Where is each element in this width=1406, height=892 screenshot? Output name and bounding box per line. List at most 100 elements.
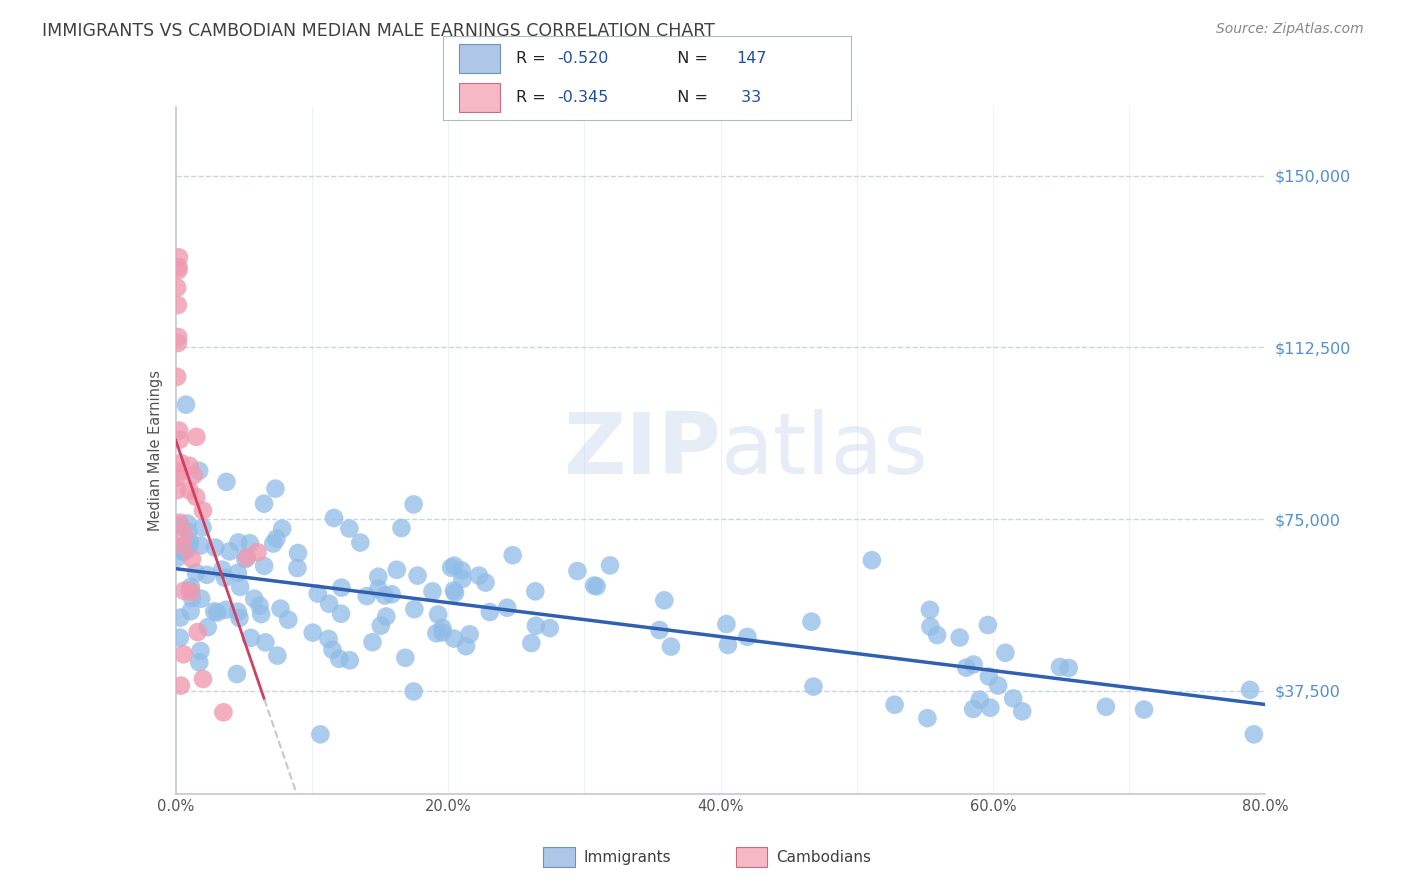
Point bbox=[599, 558, 621, 573]
Point bbox=[266, 532, 288, 546]
Point bbox=[269, 601, 291, 615]
Point bbox=[652, 593, 675, 607]
Point bbox=[181, 591, 204, 606]
Point bbox=[451, 572, 474, 586]
Text: Cambodians: Cambodians bbox=[776, 850, 872, 864]
Point bbox=[188, 656, 211, 670]
Point bbox=[374, 589, 396, 603]
Point bbox=[266, 648, 288, 663]
Point bbox=[191, 672, 214, 686]
Point bbox=[167, 519, 190, 533]
Point bbox=[367, 582, 389, 596]
Point bbox=[1239, 682, 1261, 697]
Point bbox=[169, 631, 191, 645]
Point bbox=[1011, 704, 1033, 718]
Point bbox=[166, 280, 188, 294]
Point bbox=[253, 497, 276, 511]
Point bbox=[169, 516, 191, 530]
Point bbox=[328, 652, 350, 666]
Text: IMMIGRANTS VS CAMBODIAN MEDIAN MALE EARNINGS CORRELATION CHART: IMMIGRANTS VS CAMBODIAN MEDIAN MALE EARN… bbox=[42, 22, 716, 40]
Point bbox=[402, 497, 425, 511]
Point bbox=[179, 533, 201, 548]
Point bbox=[394, 650, 416, 665]
Point bbox=[167, 298, 190, 312]
Point bbox=[1243, 727, 1265, 741]
Text: R =: R = bbox=[516, 90, 551, 105]
Point bbox=[737, 630, 759, 644]
Point bbox=[166, 336, 188, 351]
Point bbox=[309, 727, 332, 741]
Point bbox=[367, 570, 389, 584]
Point bbox=[496, 600, 519, 615]
Point bbox=[478, 605, 501, 619]
Point bbox=[1133, 703, 1156, 717]
Point bbox=[648, 623, 671, 637]
Point bbox=[406, 568, 429, 582]
Point bbox=[361, 635, 384, 649]
Point bbox=[239, 536, 262, 550]
Point bbox=[173, 544, 195, 558]
Point bbox=[585, 579, 607, 593]
Point bbox=[458, 627, 481, 641]
Point bbox=[176, 516, 198, 531]
Point bbox=[179, 458, 201, 473]
Point bbox=[1049, 660, 1071, 674]
Point bbox=[1057, 661, 1080, 675]
Y-axis label: Median Male Earnings: Median Male Earnings bbox=[148, 370, 163, 531]
Point bbox=[250, 607, 273, 621]
Text: R =: R = bbox=[516, 51, 551, 66]
Point bbox=[186, 490, 208, 504]
Point bbox=[226, 566, 249, 580]
Point bbox=[381, 587, 404, 601]
Point bbox=[468, 568, 491, 582]
Bar bbox=[543, 847, 575, 867]
Point bbox=[1095, 699, 1118, 714]
Point bbox=[170, 544, 193, 558]
Point bbox=[249, 599, 271, 613]
Text: ZIP: ZIP bbox=[562, 409, 721, 492]
Point bbox=[235, 552, 257, 566]
Point bbox=[330, 581, 353, 595]
Point bbox=[524, 618, 547, 632]
Point bbox=[218, 544, 240, 558]
Point bbox=[918, 603, 941, 617]
Text: -0.520: -0.520 bbox=[557, 51, 609, 66]
Point bbox=[454, 639, 477, 653]
Text: 33: 33 bbox=[737, 90, 762, 105]
Point bbox=[502, 548, 524, 562]
Point bbox=[427, 607, 450, 622]
Point bbox=[183, 468, 205, 483]
Point bbox=[169, 456, 191, 470]
Point bbox=[307, 586, 329, 600]
Text: Immigrants: Immigrants bbox=[583, 850, 671, 864]
Point bbox=[432, 625, 454, 640]
Point bbox=[425, 626, 447, 640]
Point bbox=[443, 583, 465, 598]
Point bbox=[243, 591, 266, 606]
Point bbox=[917, 711, 939, 725]
Point bbox=[205, 606, 228, 620]
Point bbox=[385, 563, 408, 577]
Point bbox=[190, 539, 212, 553]
Point bbox=[318, 597, 340, 611]
Point bbox=[191, 520, 214, 534]
Point bbox=[188, 464, 211, 478]
Text: atlas: atlas bbox=[721, 409, 928, 492]
Point bbox=[538, 621, 561, 635]
Point bbox=[176, 542, 198, 557]
Point bbox=[977, 618, 1000, 632]
Point bbox=[236, 550, 259, 565]
Point bbox=[172, 544, 194, 558]
Point bbox=[994, 646, 1017, 660]
Point bbox=[955, 661, 977, 675]
Point bbox=[212, 706, 235, 720]
Point bbox=[173, 527, 195, 541]
Point bbox=[180, 585, 202, 599]
Point bbox=[277, 613, 299, 627]
Point bbox=[264, 482, 287, 496]
Point bbox=[330, 607, 353, 621]
Bar bbox=[735, 847, 768, 867]
Point bbox=[262, 536, 284, 550]
Point bbox=[246, 545, 269, 559]
Point bbox=[167, 517, 190, 532]
